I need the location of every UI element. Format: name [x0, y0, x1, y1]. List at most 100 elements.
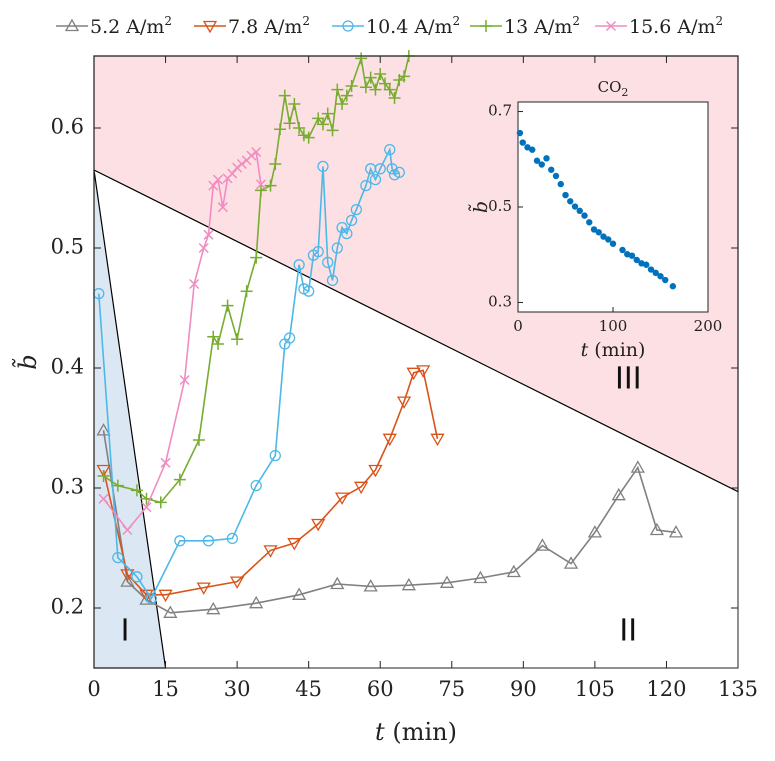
data-point [269, 158, 282, 170]
inset-x-axis-var: t [581, 339, 589, 361]
data-point [229, 576, 245, 589]
data-point [340, 89, 353, 102]
data-point [249, 595, 264, 609]
inset-data-point [571, 203, 579, 210]
inset-title-base: CO [598, 78, 622, 96]
inset-data-point [619, 246, 626, 254]
inset-y-tick-label: 0.3 [488, 292, 512, 310]
data-point [98, 493, 109, 504]
data-point [293, 259, 305, 271]
legend-label-base: 7.8 A/m [228, 16, 302, 38]
data-point [212, 174, 224, 185]
inset-data-point [652, 269, 659, 277]
inset-plot: 0 100 200 0.3 0.5 0.7 CO2 t (min) b̃ [469, 78, 722, 361]
data-point [336, 98, 349, 110]
data-point [250, 251, 263, 264]
data-point [160, 457, 171, 468]
data-point [198, 242, 209, 254]
legend-item-0: 5.2 A/m2 [56, 14, 172, 38]
data-point [292, 587, 307, 600]
data-point [316, 118, 329, 131]
inset-data-point [576, 207, 583, 215]
legend-item-2: 10.4 A/m2 [332, 14, 460, 38]
inset-data-point [529, 146, 536, 153]
inset-data-point [590, 226, 598, 233]
y-tick-label: 0.2 [51, 595, 84, 619]
data-point [350, 203, 363, 216]
data-point [384, 143, 396, 156]
legend-item-3: 13 A/m2 [470, 14, 580, 38]
data-point [131, 571, 143, 583]
inset-frame [517, 101, 709, 313]
data-point [312, 112, 325, 125]
inset-data-point [548, 166, 555, 173]
x-axis-title: t (min) [375, 718, 457, 746]
x-tick-label: 0 [87, 677, 100, 701]
data-point [250, 479, 262, 492]
legend-label: 7.8 A/m2 [228, 14, 310, 38]
data-point [255, 179, 266, 190]
data-point [141, 502, 152, 513]
data-point [227, 168, 238, 179]
y-tick-label: 0.4 [51, 355, 84, 379]
data-point [269, 449, 281, 462]
data-point [311, 518, 326, 532]
inset-data-point [586, 219, 593, 226]
legend-label: 15.6 A/m2 [629, 14, 723, 38]
data-point [231, 333, 244, 346]
inset-data-point [605, 236, 612, 243]
inset-x-axis-title: t (min) [581, 339, 646, 361]
legend-label-base: 5.2 A/m [90, 16, 164, 38]
region-label-I: I [121, 614, 130, 649]
data-point [226, 532, 238, 545]
data-point [341, 227, 353, 240]
data-point [254, 184, 267, 197]
x-axis-title-space [385, 718, 393, 746]
series-line-2 [97, 146, 400, 600]
data-point [263, 545, 278, 558]
data-point [217, 202, 228, 213]
data-point [288, 98, 301, 110]
inset-data-point [647, 266, 655, 273]
data-point [96, 464, 111, 478]
y-tick-label: 0.5 [51, 235, 84, 259]
inset-title-sub: 2 [621, 86, 628, 99]
inset-data-point [562, 191, 569, 199]
region-label-III: III [615, 362, 642, 397]
data-point [203, 229, 214, 240]
data-point [326, 124, 339, 137]
data-point [283, 117, 296, 130]
data-point [330, 576, 345, 590]
inset-data-point [543, 155, 550, 162]
x-tick-label: 30 [224, 677, 251, 701]
data-point [630, 460, 645, 473]
inset-x-axis-unit: (min) [594, 339, 645, 361]
data-point [369, 83, 382, 96]
series-layer [93, 50, 684, 618]
legend-marker [64, 18, 80, 32]
inset-data-point [581, 212, 588, 219]
data-point [97, 470, 110, 482]
data-point [154, 496, 167, 509]
legend-label-base: 13 A/m [504, 16, 572, 38]
legend-item-1: 7.8 A/m2 [194, 14, 310, 38]
data-point [145, 592, 157, 605]
x-tick-label: 105 [575, 677, 615, 701]
x-tick-label: 90 [510, 677, 537, 701]
inset-x-tick-label: 200 [694, 317, 723, 335]
x-tick-label: 15 [152, 677, 179, 701]
data-point [363, 579, 378, 592]
data-point [111, 479, 124, 492]
inset-y-tick-label: 0.5 [488, 197, 512, 215]
inset-data-point [552, 172, 560, 180]
series-line-3 [103, 55, 410, 504]
inset-y-axis-title: b̃ [469, 201, 492, 213]
data-point [386, 163, 398, 175]
data-point [174, 535, 186, 547]
data-point [112, 551, 124, 564]
data-point [393, 166, 405, 179]
data-point [326, 274, 339, 287]
inset-x-tick-label: 0 [513, 317, 523, 335]
data-point [96, 423, 111, 436]
data-point [611, 487, 626, 501]
